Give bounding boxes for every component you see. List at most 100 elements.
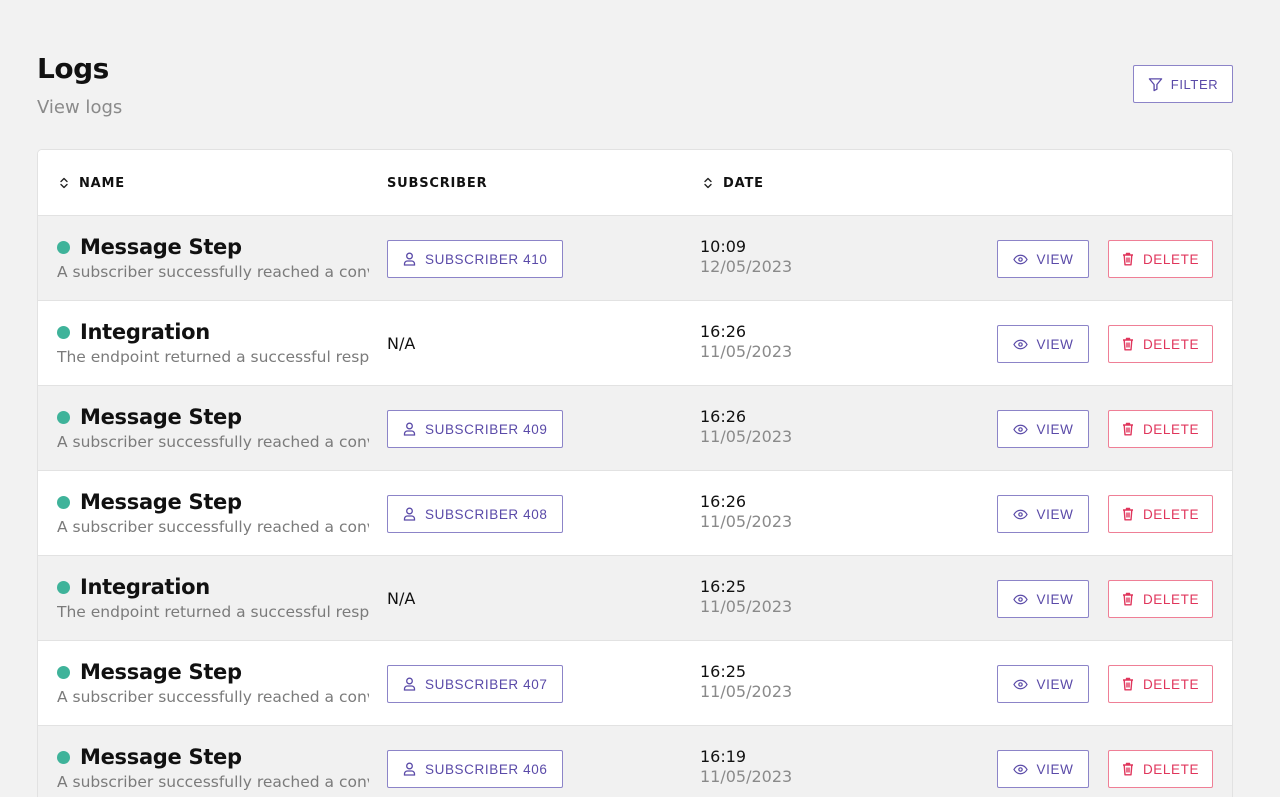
status-dot — [57, 665, 70, 679]
subscriber-button[interactable]: SUBSCRIBER 409 — [387, 410, 564, 448]
log-date: 11/05/2023 — [700, 597, 793, 616]
view-button[interactable]: VIEW — [997, 495, 1089, 533]
eye-icon — [1012, 424, 1028, 434]
table-row: Integration The endpoint returned a succ… — [38, 556, 1232, 641]
log-name-cell: Message Step A subscriber successfully r… — [57, 235, 369, 281]
table-row: Message Step A subscriber successfully r… — [38, 471, 1232, 556]
eye-icon — [1012, 254, 1028, 264]
user-icon — [403, 252, 416, 266]
delete-button-label: DELETE — [1142, 421, 1200, 437]
log-time: 16:19 — [700, 747, 747, 766]
log-time: 16:25 — [700, 662, 747, 681]
log-time: 10:09 — [700, 237, 747, 256]
status-dot — [57, 750, 70, 764]
status-dot — [57, 240, 70, 254]
table-row: Message Step A subscriber successfully r… — [38, 386, 1232, 471]
log-title: Integration — [80, 320, 210, 344]
delete-button[interactable]: DELETE — [1108, 580, 1213, 618]
eye-icon — [1012, 764, 1028, 774]
log-description: The endpoint returned a successful respo… — [57, 603, 369, 621]
delete-button-label: DELETE — [1142, 336, 1200, 352]
view-button[interactable]: VIEW — [997, 580, 1089, 618]
delete-button-label: DELETE — [1142, 591, 1200, 607]
filter-icon — [1148, 77, 1163, 91]
view-button-label: VIEW — [1036, 761, 1074, 777]
user-icon — [403, 762, 416, 776]
subscriber-button[interactable]: SUBSCRIBER 406 — [387, 750, 564, 788]
eye-icon — [1012, 509, 1028, 519]
log-title: Message Step — [80, 490, 242, 514]
log-title: Integration — [80, 575, 210, 599]
log-date: 11/05/2023 — [700, 427, 793, 446]
log-name-cell: Message Step A subscriber successfully r… — [57, 490, 369, 536]
sort-icon — [60, 177, 68, 189]
column-header-date[interactable]: DATE — [703, 150, 764, 216]
log-title: Message Step — [80, 235, 242, 259]
eye-icon — [1012, 339, 1028, 349]
log-description: A subscriber successfully reached a conv… — [57, 518, 369, 536]
log-name-cell: Integration The endpoint returned a succ… — [57, 320, 369, 366]
table-row: Message Step A subscriber successfully r… — [38, 216, 1232, 301]
log-date-cell: 16:26 11/05/2023 — [700, 492, 792, 531]
view-button-label: VIEW — [1036, 591, 1074, 607]
delete-button[interactable]: DELETE — [1108, 495, 1213, 533]
view-button[interactable]: VIEW — [997, 750, 1089, 788]
log-date: 12/05/2023 — [700, 257, 793, 276]
subscriber-button[interactable]: SUBSCRIBER 407 — [387, 665, 564, 703]
delete-button[interactable]: DELETE — [1108, 410, 1213, 448]
eye-icon — [1012, 679, 1028, 689]
subscriber-label: SUBSCRIBER 410 — [425, 251, 548, 267]
column-header-name-label: NAME — [79, 175, 125, 191]
user-icon — [403, 507, 416, 521]
status-dot — [57, 580, 70, 594]
column-header-name[interactable]: NAME — [59, 150, 125, 216]
delete-button[interactable]: DELETE — [1108, 240, 1213, 278]
log-name-cell: Message Step A subscriber successfully r… — [57, 745, 369, 791]
delete-button[interactable]: DELETE — [1108, 665, 1213, 703]
subscriber-button[interactable]: SUBSCRIBER 410 — [387, 240, 564, 278]
view-button[interactable]: VIEW — [997, 240, 1089, 278]
view-button[interactable]: VIEW — [997, 665, 1089, 703]
status-dot — [57, 495, 70, 509]
status-dot — [57, 325, 70, 339]
view-button[interactable]: VIEW — [997, 410, 1089, 448]
log-title: Message Step — [80, 745, 242, 769]
log-description: The endpoint returned a successful respo… — [57, 348, 369, 366]
subscriber-button[interactable]: SUBSCRIBER 408 — [387, 495, 564, 533]
logs-table: NAME SUBSCRIBER DATE Message Step A subs… — [37, 149, 1233, 797]
trash-icon — [1122, 252, 1133, 266]
log-name-cell: Message Step A subscriber successfully r… — [57, 660, 369, 706]
sort-icon — [704, 177, 712, 189]
subscriber-label: SUBSCRIBER 408 — [425, 506, 548, 522]
log-date-cell: 16:25 11/05/2023 — [700, 577, 792, 616]
view-button-label: VIEW — [1036, 336, 1074, 352]
log-time: 16:26 — [700, 407, 747, 426]
subscriber-na: N/A — [387, 334, 416, 353]
log-time: 16:26 — [700, 492, 747, 511]
trash-icon — [1122, 677, 1133, 691]
view-button-label: VIEW — [1036, 506, 1074, 522]
subscriber-label: SUBSCRIBER 409 — [425, 421, 548, 437]
subscriber-label: SUBSCRIBER 407 — [425, 676, 548, 692]
log-description: A subscriber successfully reached a conv… — [57, 433, 369, 451]
delete-button[interactable]: DELETE — [1108, 750, 1213, 788]
log-date: 11/05/2023 — [700, 342, 793, 361]
delete-button-label: DELETE — [1142, 506, 1200, 522]
view-button[interactable]: VIEW — [997, 325, 1089, 363]
trash-icon — [1122, 507, 1133, 521]
table-body: Message Step A subscriber successfully r… — [38, 216, 1232, 797]
log-date: 11/05/2023 — [700, 767, 793, 786]
log-name-cell: Integration The endpoint returned a succ… — [57, 575, 369, 621]
delete-button-label: DELETE — [1142, 251, 1200, 267]
trash-icon — [1122, 337, 1133, 351]
delete-button-label: DELETE — [1142, 676, 1200, 692]
status-dot — [57, 410, 70, 424]
user-icon — [403, 422, 416, 436]
log-time: 16:25 — [700, 577, 747, 596]
user-icon — [403, 677, 416, 691]
delete-button-label: DELETE — [1142, 761, 1200, 777]
filter-button[interactable]: FILTER — [1133, 65, 1233, 103]
delete-button[interactable]: DELETE — [1108, 325, 1213, 363]
trash-icon — [1122, 762, 1133, 776]
eye-icon — [1012, 594, 1028, 604]
